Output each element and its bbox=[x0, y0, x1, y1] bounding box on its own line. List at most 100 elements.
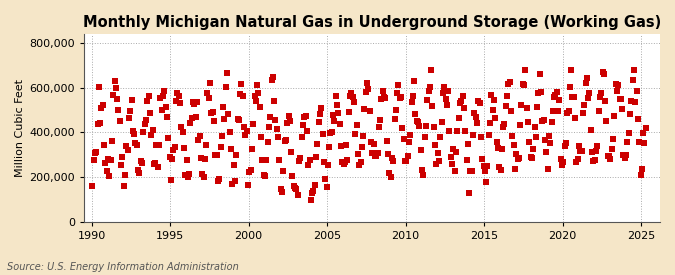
Point bbox=[525, 155, 536, 160]
Point bbox=[326, 130, 337, 134]
Point bbox=[369, 153, 380, 158]
Point bbox=[396, 95, 406, 99]
Point bbox=[188, 100, 198, 104]
Point bbox=[452, 128, 463, 133]
Point bbox=[478, 164, 489, 168]
Point bbox=[246, 147, 257, 151]
Point bbox=[620, 156, 630, 160]
Point bbox=[559, 144, 570, 148]
Point bbox=[189, 102, 200, 106]
Point bbox=[628, 67, 639, 72]
Point bbox=[514, 156, 524, 161]
Point bbox=[464, 190, 475, 195]
Point bbox=[257, 158, 268, 163]
Point bbox=[474, 101, 485, 106]
Point bbox=[439, 85, 450, 90]
Point bbox=[356, 145, 367, 149]
Point bbox=[199, 157, 210, 161]
Point bbox=[588, 159, 599, 163]
Point bbox=[398, 137, 409, 141]
Point bbox=[267, 75, 278, 79]
Point bbox=[376, 97, 387, 101]
Point bbox=[504, 80, 515, 85]
Point bbox=[286, 150, 296, 154]
Point bbox=[515, 123, 526, 127]
Point bbox=[333, 111, 344, 115]
Point bbox=[291, 186, 302, 191]
Point bbox=[397, 126, 408, 130]
Point bbox=[194, 134, 205, 138]
Point bbox=[228, 163, 239, 168]
Point bbox=[288, 184, 299, 188]
Point bbox=[368, 142, 379, 146]
Point bbox=[622, 140, 633, 144]
Point bbox=[155, 96, 166, 100]
Point bbox=[578, 110, 589, 115]
Point bbox=[613, 83, 624, 87]
Point bbox=[235, 92, 246, 96]
Point bbox=[224, 130, 235, 134]
Point bbox=[184, 172, 194, 176]
Point bbox=[581, 75, 592, 80]
Point bbox=[419, 134, 430, 139]
Point bbox=[306, 191, 317, 195]
Point bbox=[92, 121, 103, 126]
Point bbox=[401, 158, 412, 163]
Point bbox=[340, 160, 350, 164]
Point bbox=[153, 164, 163, 169]
Point bbox=[354, 163, 364, 167]
Point bbox=[331, 103, 342, 108]
Point bbox=[579, 103, 590, 108]
Point bbox=[458, 106, 469, 111]
Point bbox=[305, 198, 316, 202]
Point bbox=[175, 101, 186, 106]
Point bbox=[109, 79, 120, 84]
Point bbox=[394, 95, 405, 100]
Point bbox=[553, 109, 564, 113]
Point bbox=[266, 77, 277, 82]
Point bbox=[599, 72, 610, 76]
Point bbox=[489, 98, 500, 102]
Point bbox=[416, 168, 427, 172]
Point bbox=[387, 156, 398, 160]
Point bbox=[122, 148, 133, 152]
Point bbox=[364, 109, 375, 113]
Point bbox=[134, 171, 145, 175]
Point bbox=[446, 155, 456, 159]
Point bbox=[535, 72, 545, 76]
Point bbox=[441, 103, 452, 107]
Point bbox=[277, 190, 288, 194]
Point bbox=[238, 94, 248, 98]
Point bbox=[461, 157, 472, 162]
Point bbox=[483, 132, 494, 137]
Point bbox=[639, 141, 650, 145]
Point bbox=[279, 139, 290, 144]
Point bbox=[347, 95, 358, 99]
Point bbox=[531, 135, 541, 139]
Point bbox=[118, 184, 129, 188]
Point bbox=[321, 185, 332, 189]
Point bbox=[150, 161, 161, 165]
Point bbox=[444, 128, 455, 133]
Point bbox=[596, 91, 607, 95]
Point bbox=[430, 143, 441, 147]
Point bbox=[303, 163, 314, 167]
Point bbox=[355, 160, 366, 164]
Point bbox=[614, 97, 625, 101]
Point bbox=[125, 109, 136, 114]
Point bbox=[185, 121, 196, 125]
Point bbox=[124, 116, 134, 120]
Point bbox=[275, 187, 286, 191]
Point bbox=[284, 114, 294, 119]
Point bbox=[373, 125, 384, 129]
Point bbox=[425, 84, 435, 89]
Point bbox=[324, 144, 335, 149]
Point bbox=[265, 115, 275, 119]
Point bbox=[230, 178, 240, 183]
Point bbox=[632, 117, 643, 121]
Point bbox=[432, 150, 443, 155]
Point bbox=[440, 97, 451, 101]
Point bbox=[543, 134, 554, 138]
Point bbox=[475, 135, 486, 139]
Point bbox=[180, 173, 190, 177]
